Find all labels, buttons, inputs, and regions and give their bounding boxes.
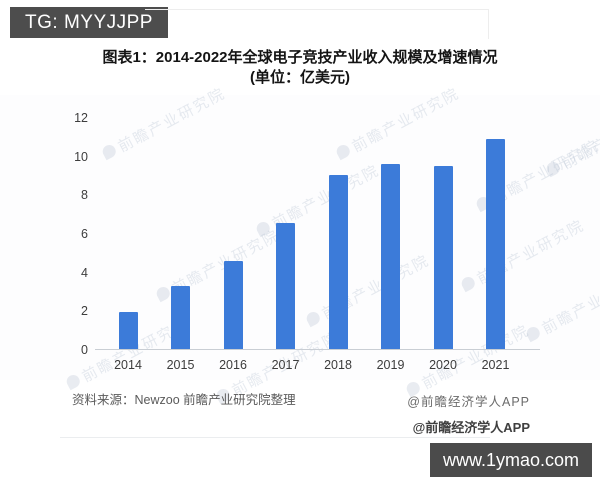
frame-line-right [488,9,489,39]
y-tick-label: 12 [74,111,88,125]
frame-line-bottom [60,437,490,438]
x-axis-label: 2019 [376,358,405,372]
chart-title: 图表1：2014-2022年全球电子竞技产业收入规模及增速情况 (单位：亿美元) [0,48,600,88]
chart-title-line1: 图表1：2014-2022年全球电子竞技产业收入规模及增速情况 [102,49,498,66]
bar-2014 [118,312,138,349]
x-axis-label: 2020 [429,358,457,372]
watermark-swoosh-icon [64,372,83,391]
tg-badge: TG: MYYJJPP [10,7,168,38]
x-axis-label: 2021 [481,358,510,372]
watermark-swoosh-icon [544,159,563,178]
bar-2018 [328,175,348,349]
y-tick-label: 6 [81,227,88,241]
x-axis-label: 2014 [114,358,142,372]
y-tick-label: 10 [74,149,88,164]
bar-2016 [223,261,243,349]
y-tick-label: 8 [81,188,88,203]
chart-title-line2: (单位：亿美元) [250,69,350,86]
x-axis-label: 2015 [166,358,195,372]
bar-2020 [433,166,453,349]
credit-watermark-top: @前瞻经济学人APP [407,395,530,409]
bar-chart: 前瞻产业研究院 前瞻产业研究院 前瞻产业研究院 前瞻产业研究院 前瞻产业研究院 前瞻产业研… [0,85,600,405]
frame-line-top [145,9,488,10]
y-tick-label: 4 [81,265,88,280]
x-axis-label: 2016 [219,358,247,372]
bar-2019 [381,164,400,349]
y-tick-label: 2 [81,304,88,319]
source-note: 资料来源：Newzoo 前瞻产业研究院整理 [72,393,296,407]
y-tick-label: 0 [81,343,88,357]
bar-2021 [486,139,505,349]
brand-watermark: 前瞻产业研究院 [543,99,600,181]
bar-2017 [276,223,295,349]
site-badge: www.1ymao.com [429,443,592,477]
credit-watermark-bottom: @前瞻经济学人APP [412,420,530,435]
x-axis-label: 2017 [271,358,300,372]
x-axis-label: 2018 [324,358,352,372]
bar-2015 [171,286,190,349]
plot-area [95,118,540,350]
